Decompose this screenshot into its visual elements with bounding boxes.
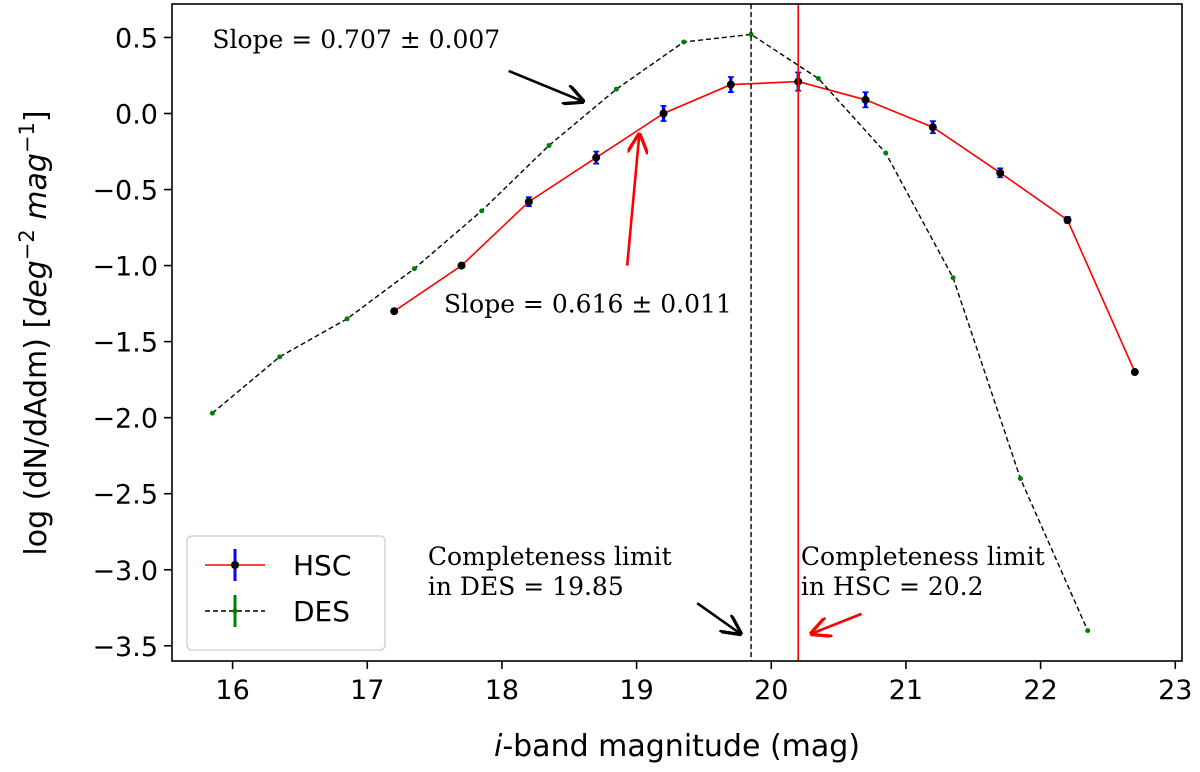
y-tick-label: −3.5 <box>92 632 158 663</box>
data-point-hsc <box>390 307 399 316</box>
data-point-hsc <box>1130 368 1139 377</box>
x-axis-ticks: 16 17 18 19 20 21 22 23 <box>215 661 1192 706</box>
data-point-des <box>748 31 754 37</box>
y-tick-label: −2.0 <box>92 404 158 435</box>
data-point-des <box>411 266 417 272</box>
y-tick-label: −2.5 <box>92 480 158 511</box>
data-point-des <box>209 410 215 416</box>
data-point-hsc <box>524 197 533 206</box>
data-point-hsc <box>659 109 668 118</box>
data-point-des <box>277 354 283 360</box>
y-tick-label: −3.0 <box>92 556 158 587</box>
data-point-des <box>815 76 821 82</box>
data-point-des <box>479 208 485 214</box>
series-layer <box>209 31 1139 634</box>
x-tick-label: 19 <box>619 675 653 706</box>
data-point-des <box>1085 628 1091 634</box>
data-point-hsc <box>592 153 601 162</box>
data-point-des <box>1017 476 1023 481</box>
x-tick-label: 17 <box>350 675 384 706</box>
legend-box <box>186 535 386 651</box>
x-tick-label: 18 <box>485 675 519 706</box>
x-tick-label: 16 <box>215 675 249 706</box>
x-tick-label: 21 <box>889 675 923 706</box>
y-axis-ticks: 0.5 0.0 −0.5 −1.0 −1.5 −2.0 −2.5 −3.0 −3.5 <box>92 23 172 663</box>
y-tick-label: 0.0 <box>115 100 158 131</box>
hsc-slope-annotation: Slope = 0.616 ± 0.011 <box>444 290 732 319</box>
data-point-des <box>344 316 350 322</box>
legend-label-des: DES <box>293 595 350 628</box>
x-axis-label: i-band magnitude (mag) <box>494 729 860 764</box>
vlines-layer <box>750 4 800 661</box>
data-point-des <box>883 150 889 156</box>
annotations-layer: Slope = 0.707 ± 0.007 Slope = 0.616 ± 0.0… <box>212 25 1045 634</box>
des-completeness-label-line2: in DES = 19.85 <box>428 572 624 601</box>
series-line-des <box>211 33 1089 631</box>
data-point-hsc <box>996 168 1005 177</box>
data-point-hsc <box>1063 215 1072 224</box>
hsc-completeness-label-line2: in HSC = 20.2 <box>801 572 984 601</box>
des-slope-annotation: Slope = 0.707 ± 0.007 <box>212 25 500 54</box>
y-axis-label: log (dN/dAdm) [deg−2 mag−1] <box>15 110 54 555</box>
data-point-des <box>681 39 687 45</box>
x-tick-label: 22 <box>1023 675 1057 706</box>
data-point-des <box>613 86 619 92</box>
des-completeness-label-line1: Completeness limit <box>428 542 672 571</box>
y-tick-label: −1.0 <box>92 252 158 283</box>
legend-hsc-marker <box>231 561 239 569</box>
series-line-hsc <box>393 80 1136 373</box>
hsc-completeness-arrow <box>812 612 862 634</box>
des-slope-arrow <box>508 69 583 101</box>
data-point-hsc <box>726 80 735 89</box>
legend-label-hsc: HSC <box>293 549 351 582</box>
des-completeness-arrow <box>696 602 740 633</box>
y-tick-label: −0.5 <box>92 176 158 207</box>
x-tick-label: 23 <box>1158 675 1192 706</box>
data-point-hsc <box>861 95 870 104</box>
y-tick-label: 0.5 <box>115 23 158 54</box>
y-tick-label: −1.5 <box>92 328 158 359</box>
hsc-completeness-label-line1: Completeness limit <box>801 542 1045 571</box>
data-point-des <box>950 275 956 281</box>
x-tick-label: 20 <box>754 675 788 706</box>
plot-frame <box>171 3 1183 662</box>
legend-des-marker <box>232 608 238 614</box>
data-point-hsc <box>928 123 937 132</box>
legend: HSC DES <box>186 535 386 651</box>
data-point-hsc <box>457 261 466 270</box>
hsc-slope-arrow <box>625 135 639 266</box>
data-point-des <box>546 142 552 148</box>
